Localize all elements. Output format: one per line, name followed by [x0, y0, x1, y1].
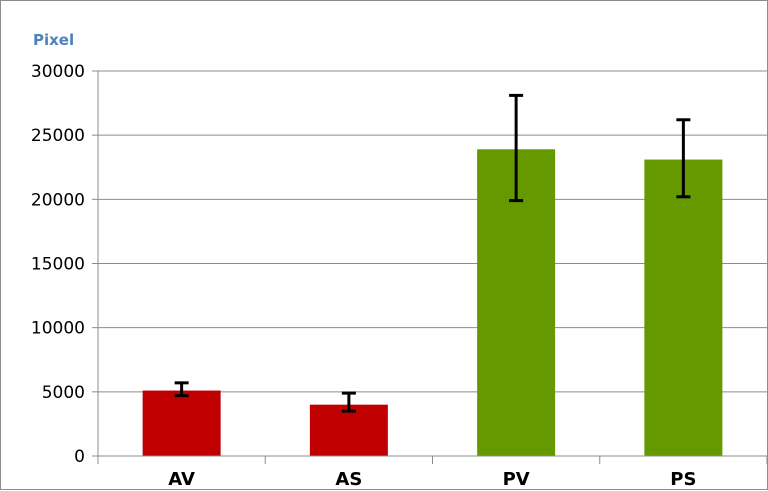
x-tick-label: AV: [168, 469, 195, 490]
bar-as: [309, 404, 388, 456]
x-tick-label: PS: [670, 469, 696, 490]
bar-ps: [644, 159, 723, 457]
y-tick-label: 25000: [31, 126, 85, 146]
bar-av: [142, 390, 221, 456]
y-tick-label: 15000: [31, 255, 85, 275]
y-axis-label: Pixel: [33, 31, 74, 49]
y-tick-label: 5000: [42, 383, 85, 403]
y-tick-label: 30000: [31, 62, 85, 82]
x-tick-label: AS: [335, 469, 362, 490]
y-tick-label: 0: [74, 447, 85, 467]
y-tick-label: 20000: [31, 190, 85, 210]
y-tick-label: 10000: [31, 319, 85, 339]
x-tick-label: PV: [503, 469, 530, 490]
